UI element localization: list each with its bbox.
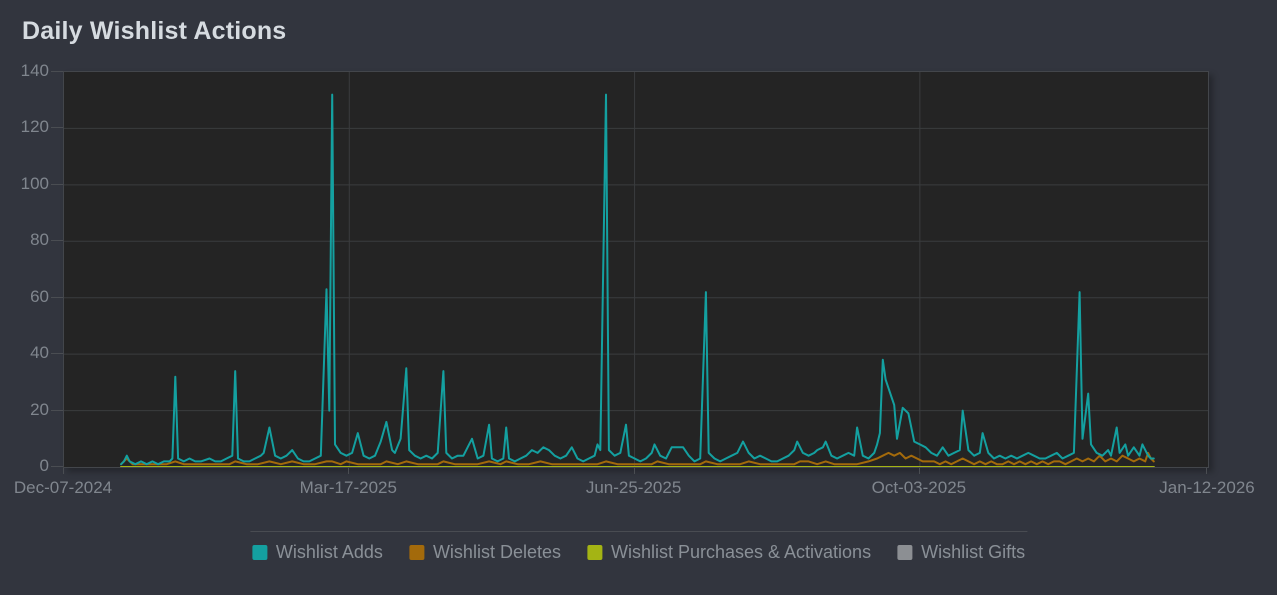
y-axis-tick [51,240,63,242]
x-axis-tick [1206,468,1207,474]
x-axis-label: Oct-03-2025 [871,478,967,497]
x-axis-label: Dec-07-2024 [13,478,113,497]
chart-canvas [64,72,1208,467]
chart-legend: Wishlist Adds Wishlist Deletes Wishlist Pu… [249,531,1028,563]
y-axis-tick [51,296,63,298]
y-axis-tick [51,466,63,467]
x-axis-tick [918,468,920,474]
y-axis-label: 20 [30,399,49,419]
y-axis-label: 40 [30,343,49,363]
y-axis-tick [51,353,63,355]
series-line-wishlist-adds [120,93,1155,466]
legend-label: Wishlist Purchases & Activations [610,542,872,562]
y-axis-label: 140 [20,61,49,80]
legend-item-wishlist-adds[interactable]: Wishlist Adds [251,542,383,563]
y-axis-label: 60 [30,286,49,306]
y-axis-label: 80 [30,230,49,250]
x-axis-label: Mar-17-2025 [299,478,397,497]
series-line-wishlist-deletes [120,451,1155,466]
legend-swatch [408,545,424,560]
legend-item-wishlist-purchases-activations[interactable]: Wishlist Purchases & Activations [586,542,872,563]
plot-area[interactable] [63,71,1209,468]
y-axis-tick [51,127,63,129]
y-axis-tick [51,409,63,411]
x-axis-tick [63,468,64,474]
legend-item-wishlist-deletes[interactable]: Wishlist Deletes [408,542,561,563]
y-axis-label: 120 [20,117,49,137]
x-axis-label: Jan-12-2026 [1159,478,1255,497]
x-axis-tick [633,468,635,474]
legend-label: Wishlist Adds [275,542,383,562]
legend-swatch [897,545,913,560]
legend-label: Wishlist Gifts [921,542,1026,562]
y-axis-tick [51,183,63,185]
legend-label: Wishlist Deletes [432,542,561,562]
y-axis-label: 0 [39,456,49,475]
x-axis-tick [348,468,350,474]
y-axis-label: 100 [20,173,49,193]
legend-item-wishlist-gifts[interactable]: Wishlist Gifts [897,542,1025,563]
chart-title: Daily Wishlist Actions [22,17,287,45]
x-axis-label: Jun-25-2025 [585,478,682,497]
legend-swatch [251,545,267,560]
y-axis-tick [51,71,63,72]
legend-swatch [586,545,602,560]
